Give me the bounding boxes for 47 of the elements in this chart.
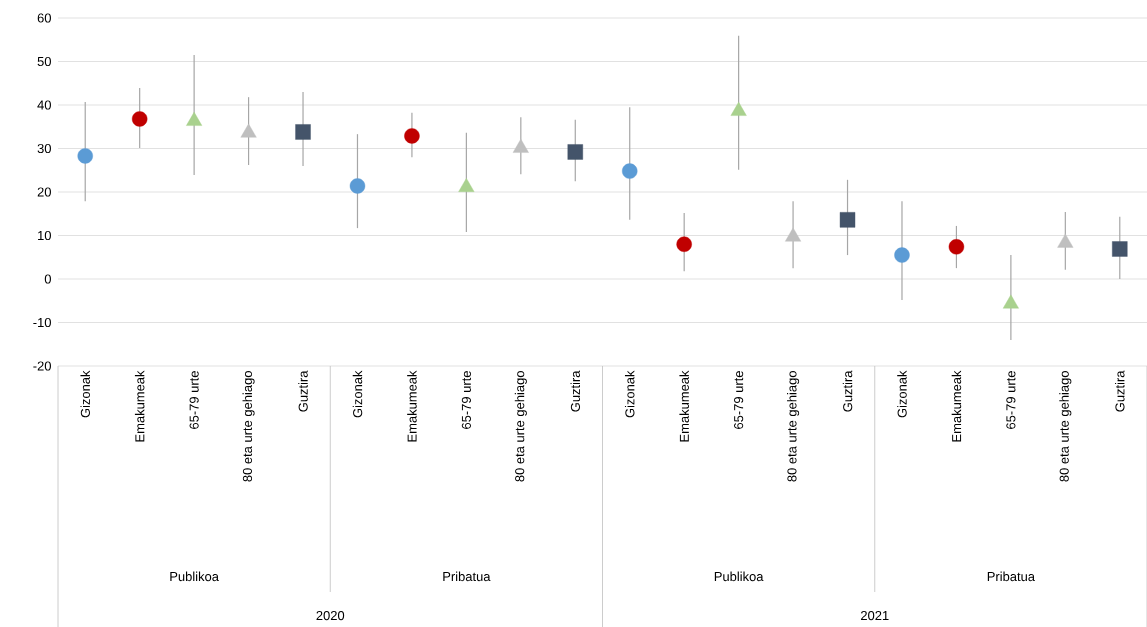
x-tick-label: Gizonak bbox=[897, 370, 907, 418]
x-tick-label: 65-79 urte bbox=[461, 371, 471, 429]
y-tick-label: 0 bbox=[44, 274, 51, 284]
point bbox=[1112, 241, 1128, 257]
y-tick-label: 50 bbox=[37, 56, 51, 67]
point bbox=[404, 128, 420, 144]
x-tick-label: Guztira bbox=[570, 370, 581, 412]
point bbox=[676, 236, 692, 252]
y-tick-label: 30 bbox=[37, 143, 51, 154]
point bbox=[567, 144, 583, 160]
point bbox=[77, 148, 93, 164]
point bbox=[839, 212, 856, 228]
x-tick-label: 80 eta urte gehiago bbox=[1059, 371, 1072, 482]
x-tick-label: Guztira bbox=[298, 370, 308, 412]
x-tick-label: Gizonak bbox=[352, 370, 363, 418]
x-tick-label: Gizonak bbox=[80, 370, 90, 418]
y-tick-label: 60 bbox=[37, 13, 51, 23]
y-tick-label: 40 bbox=[37, 100, 51, 110]
x-tick-label: 80 eta urte gehiago bbox=[787, 371, 800, 482]
x-tick-label: Gizonak bbox=[624, 370, 635, 418]
x-tick-label: 65-79 urte bbox=[734, 371, 744, 429]
x-tick-label: Emakumeak bbox=[679, 370, 689, 442]
text: 2020 bbox=[316, 610, 345, 621]
point bbox=[622, 163, 638, 179]
x-tick-label: 80 eta urte gehiago bbox=[242, 371, 255, 482]
y-tick-label: 10 bbox=[38, 230, 51, 241]
y-tick-label: 20 bbox=[37, 187, 51, 197]
point bbox=[894, 247, 910, 263]
point bbox=[131, 111, 148, 127]
text: Pribatua bbox=[987, 571, 1035, 582]
text: Pribatua bbox=[443, 571, 491, 582]
x-tick-label: Guztira bbox=[842, 370, 853, 412]
x-tick-label: Emakumeak bbox=[407, 370, 417, 442]
y-tick-label: -10 bbox=[33, 317, 51, 328]
text: 2021 bbox=[861, 610, 889, 621]
x-tick-label: 80 eta urte gehiago bbox=[514, 371, 527, 482]
x-tick-label: Emakumeak bbox=[951, 370, 962, 442]
x-tick-label: 65-79 urte bbox=[189, 371, 199, 429]
x-tick-label: Guztira bbox=[1115, 370, 1125, 412]
text: Publikoa bbox=[170, 571, 219, 582]
x-tick-label: Emakumeak bbox=[134, 370, 145, 442]
point bbox=[349, 178, 366, 194]
point bbox=[295, 124, 311, 140]
y-tick-label: -20 bbox=[33, 361, 51, 371]
point bbox=[948, 239, 965, 255]
text: Publikoa bbox=[714, 571, 764, 582]
x-tick-label: 65-79 urte bbox=[1006, 371, 1016, 429]
